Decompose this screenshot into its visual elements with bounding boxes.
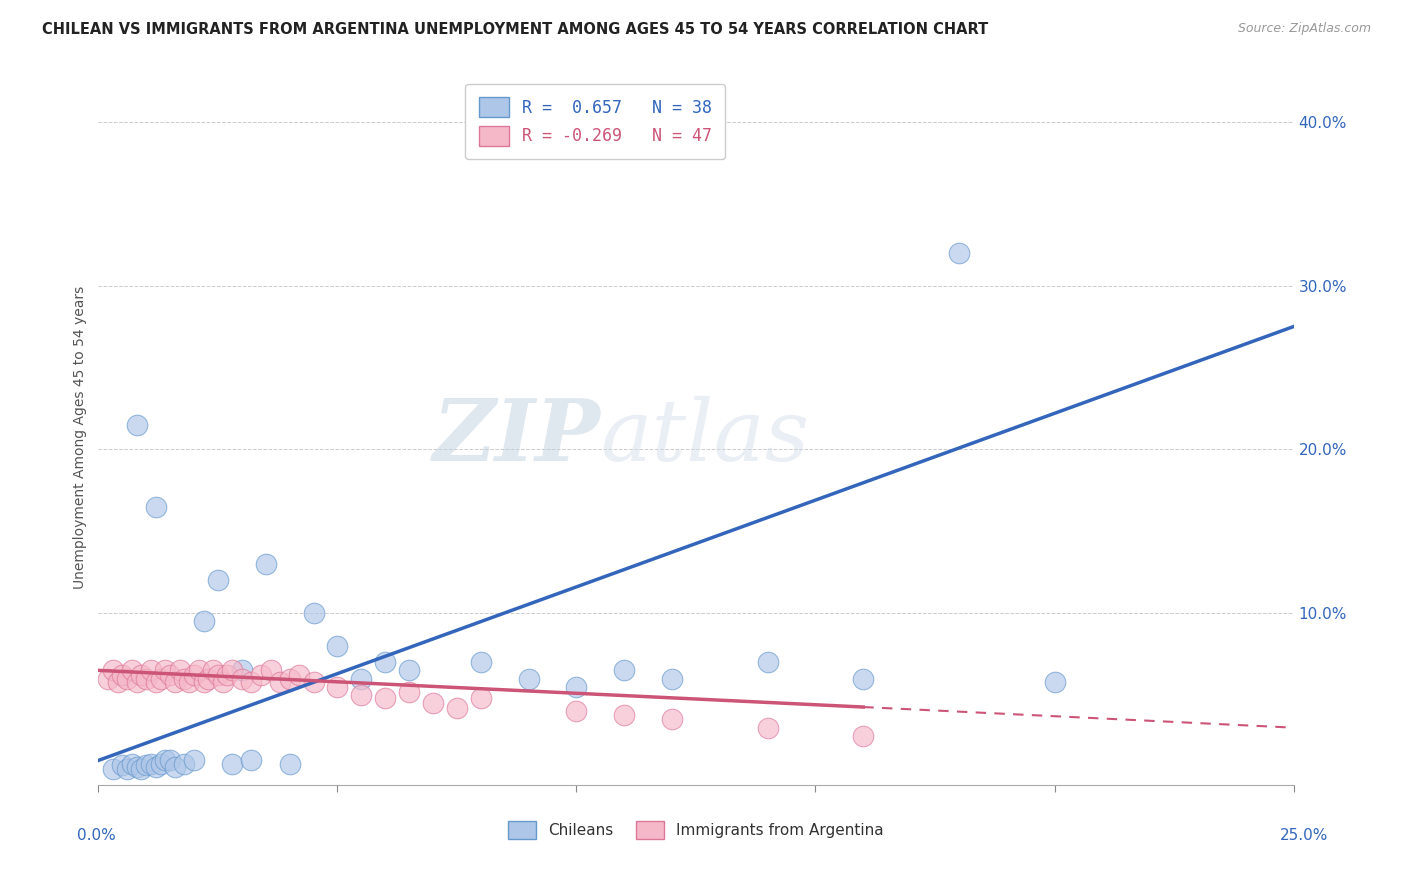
Point [269, 674, 291, 689]
Legend: Chileans, Immigrants from Argentina: Chileans, Immigrants from Argentina [501, 813, 891, 847]
Point [948, 246, 970, 260]
Point [107, 674, 129, 689]
Text: ZIP: ZIP [433, 395, 600, 479]
Point [350, 688, 373, 702]
Text: 25.0%: 25.0% [1281, 829, 1329, 843]
Point [613, 664, 636, 678]
Point [221, 664, 243, 678]
Point [121, 756, 143, 771]
Point [202, 664, 225, 678]
Y-axis label: Unemployment Among Ages 45 to 54 years: Unemployment Among Ages 45 to 54 years [73, 285, 87, 589]
Text: Source: ZipAtlas.com: Source: ZipAtlas.com [1237, 22, 1371, 36]
Point [422, 696, 444, 710]
Point [470, 691, 492, 706]
Point [756, 721, 779, 735]
Point [613, 707, 636, 722]
Point [259, 664, 281, 678]
Point [231, 664, 253, 678]
Point [207, 668, 229, 682]
Point [101, 664, 124, 678]
Point [155, 664, 177, 678]
Point [149, 672, 172, 686]
Point [240, 753, 263, 767]
Point [288, 668, 311, 682]
Point [326, 680, 349, 694]
Point [155, 753, 177, 767]
Point [145, 674, 167, 689]
Point [852, 729, 875, 743]
Point [173, 756, 195, 771]
Text: CHILEAN VS IMMIGRANTS FROM ARGENTINA UNEMPLOYMENT AMONG AGES 45 TO 54 YEARS CORR: CHILEAN VS IMMIGRANTS FROM ARGENTINA UNE… [42, 22, 988, 37]
Point [101, 762, 124, 776]
Point [183, 753, 205, 767]
Point [111, 668, 134, 682]
Point [125, 674, 148, 689]
Point [661, 672, 683, 686]
Point [302, 606, 325, 620]
Point [173, 672, 195, 686]
Point [302, 674, 325, 689]
Point [139, 756, 162, 771]
Point [231, 672, 253, 686]
Point [121, 664, 143, 678]
Point [350, 672, 373, 686]
Point [446, 701, 468, 715]
Point [145, 760, 167, 774]
Point [852, 672, 875, 686]
Point [135, 758, 157, 772]
Point [1043, 674, 1066, 689]
Point [163, 674, 186, 689]
Point [179, 674, 201, 689]
Text: 0.0%: 0.0% [77, 829, 117, 843]
Point [207, 574, 229, 588]
Point [159, 668, 181, 682]
Point [211, 674, 233, 689]
Point [125, 417, 148, 432]
Point [193, 674, 215, 689]
Point [278, 672, 301, 686]
Point [221, 756, 243, 771]
Point [193, 614, 215, 628]
Point [398, 684, 420, 698]
Point [756, 655, 779, 669]
Point [183, 668, 205, 682]
Point [250, 668, 273, 682]
Point [470, 655, 492, 669]
Point [163, 760, 186, 774]
Point [661, 713, 683, 727]
Point [149, 756, 172, 771]
Point [135, 672, 157, 686]
Point [145, 500, 167, 514]
Point [115, 672, 138, 686]
Point [398, 664, 420, 678]
Point [240, 674, 263, 689]
Point [565, 704, 588, 718]
Point [374, 655, 396, 669]
Point [159, 753, 181, 767]
Point [278, 756, 301, 771]
Point [131, 762, 153, 776]
Point [254, 557, 277, 571]
Point [169, 664, 191, 678]
Point [326, 639, 349, 653]
Point [139, 664, 162, 678]
Point [97, 672, 120, 686]
Point [517, 672, 540, 686]
Point [565, 680, 588, 694]
Point [374, 691, 396, 706]
Point [111, 758, 134, 772]
Point [125, 760, 148, 774]
Text: atlas: atlas [600, 396, 810, 478]
Point [115, 762, 138, 776]
Point [197, 672, 219, 686]
Point [187, 664, 209, 678]
Point [217, 668, 239, 682]
Point [131, 668, 153, 682]
